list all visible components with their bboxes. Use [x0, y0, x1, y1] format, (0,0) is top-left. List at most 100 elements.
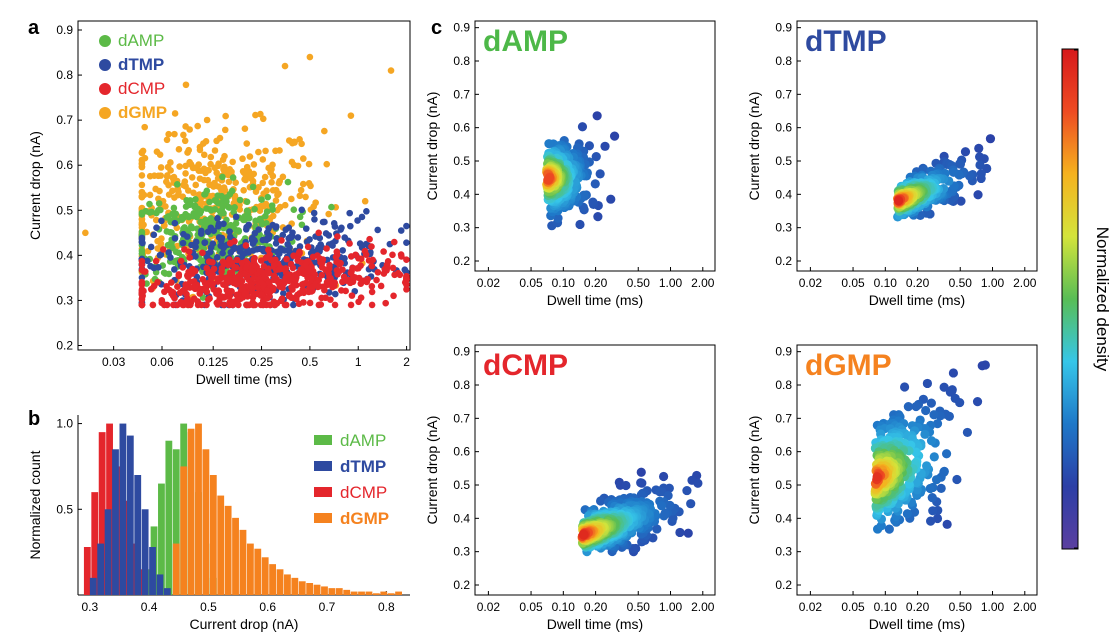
density-point	[976, 169, 986, 179]
scatter-point	[318, 271, 326, 279]
histogram-bar	[298, 581, 306, 595]
scatter-point	[181, 224, 188, 231]
scatter-point	[247, 172, 255, 180]
scatter-point	[138, 257, 146, 265]
colorbar-label: Normalized density	[1093, 227, 1112, 372]
histogram-bar	[343, 589, 351, 595]
scatter-point	[179, 264, 187, 271]
scatter-point	[177, 298, 185, 306]
scatter-point	[306, 299, 314, 307]
histogram-bar	[365, 591, 373, 595]
scatter-point	[183, 233, 191, 240]
y-tick-label: 0.9	[775, 21, 792, 35]
density-point	[660, 508, 670, 518]
density-point	[655, 487, 665, 497]
panel-a-scatter: 0.03 0.06 0.125 0.25 0.5 1 2 0.2 0.3 0.4 0.5 0.6 0.7…	[27, 20, 411, 387]
y-tick-label: 0.8	[775, 378, 792, 392]
scatter-point	[191, 282, 199, 290]
scatter-point	[155, 200, 163, 207]
scatter-point	[268, 202, 276, 209]
scatter-point	[306, 236, 313, 243]
scatter-point	[272, 240, 280, 247]
scatter-point	[204, 228, 212, 236]
histogram-bar	[112, 449, 119, 595]
scatter-point	[250, 301, 257, 309]
histogram-bar	[83, 547, 91, 595]
scatter-point	[170, 173, 178, 181]
scatter-point	[316, 283, 323, 290]
x-tick-label: 1.00	[981, 276, 1005, 290]
legend-label: dGMP	[118, 103, 167, 122]
scatter-point	[240, 187, 247, 194]
density-point	[948, 167, 959, 177]
density-point	[609, 131, 620, 141]
histogram-bar	[180, 466, 188, 595]
x-tick-label: 0.10	[874, 600, 898, 614]
legend-marker	[99, 59, 111, 71]
histogram-bar	[172, 543, 180, 595]
y-axis-label: Current drop (nA)	[746, 416, 762, 525]
scatter-point	[201, 239, 209, 246]
scatter-point	[214, 214, 221, 222]
scatter-point	[175, 188, 182, 196]
x-tick-label: 0.10	[552, 600, 576, 614]
density-point	[960, 147, 971, 157]
scatter-point	[396, 271, 404, 279]
density-point	[911, 401, 921, 412]
scatter-point	[259, 179, 267, 187]
scatter-point	[329, 240, 336, 247]
scatter-point	[362, 240, 370, 248]
x-tick-label: 0.20	[584, 276, 608, 290]
scatter-point	[163, 136, 171, 144]
density-point	[977, 361, 987, 371]
x-tick-label: 2.00	[1013, 276, 1037, 290]
scatter-point	[269, 212, 277, 220]
y-tick-label: 0.6	[453, 121, 470, 135]
legend-swatch	[314, 461, 332, 471]
density-point	[553, 213, 563, 223]
histogram-bar	[284, 574, 291, 595]
scatter-point	[328, 203, 335, 211]
scatter-point	[352, 251, 359, 259]
scatter-point	[174, 283, 181, 290]
density-points	[870, 360, 990, 534]
x-axis-label: Dwell time (ms)	[869, 292, 965, 308]
scatter-point	[285, 291, 293, 299]
x-tick-label: 0.02	[477, 276, 501, 290]
y-tick-label: 0.5	[775, 154, 792, 168]
scatter-point	[138, 281, 146, 289]
scatter-point	[337, 259, 344, 267]
scatter-point	[287, 234, 295, 241]
x-tick-label: 0.02	[477, 600, 501, 614]
scatter-point	[346, 279, 354, 287]
x-tick-label: 0.10	[874, 276, 898, 290]
scatter-point	[211, 179, 218, 187]
x-axis-label: Current drop (nA)	[190, 616, 299, 632]
scatter-point	[304, 274, 311, 281]
scatter-point	[326, 261, 333, 269]
x-tick-label: 0.50	[949, 276, 973, 290]
scatter-point	[198, 257, 205, 265]
y-tick-label: 0.7	[775, 411, 792, 425]
scatter-point	[207, 244, 215, 251]
panel-c-dAMP: 0.02 0.05 0.10 0.20 0.50 1.00 2.00 0.2 0.3 0.4 0.5…	[424, 20, 716, 308]
scatter-point	[241, 176, 248, 183]
scatter-point	[259, 236, 267, 244]
scatter-point	[331, 290, 339, 298]
y-tick-label: 0.5	[775, 478, 792, 492]
scatter-point	[252, 217, 259, 225]
scatter-point	[236, 206, 244, 213]
scatter-point	[257, 278, 265, 286]
scatter-point	[287, 260, 295, 268]
scatter-point	[296, 136, 303, 143]
scatter-point	[333, 267, 341, 274]
scatter-point	[140, 221, 147, 229]
x-tick-label: 0.05	[519, 276, 543, 290]
scatter-point	[138, 238, 146, 246]
scatter-point	[206, 181, 213, 189]
density-point	[893, 196, 904, 206]
scatter-point	[258, 196, 265, 204]
scatter-point	[231, 204, 238, 211]
y-tick-label: 0.6	[453, 445, 470, 459]
scatter-point	[236, 248, 244, 255]
